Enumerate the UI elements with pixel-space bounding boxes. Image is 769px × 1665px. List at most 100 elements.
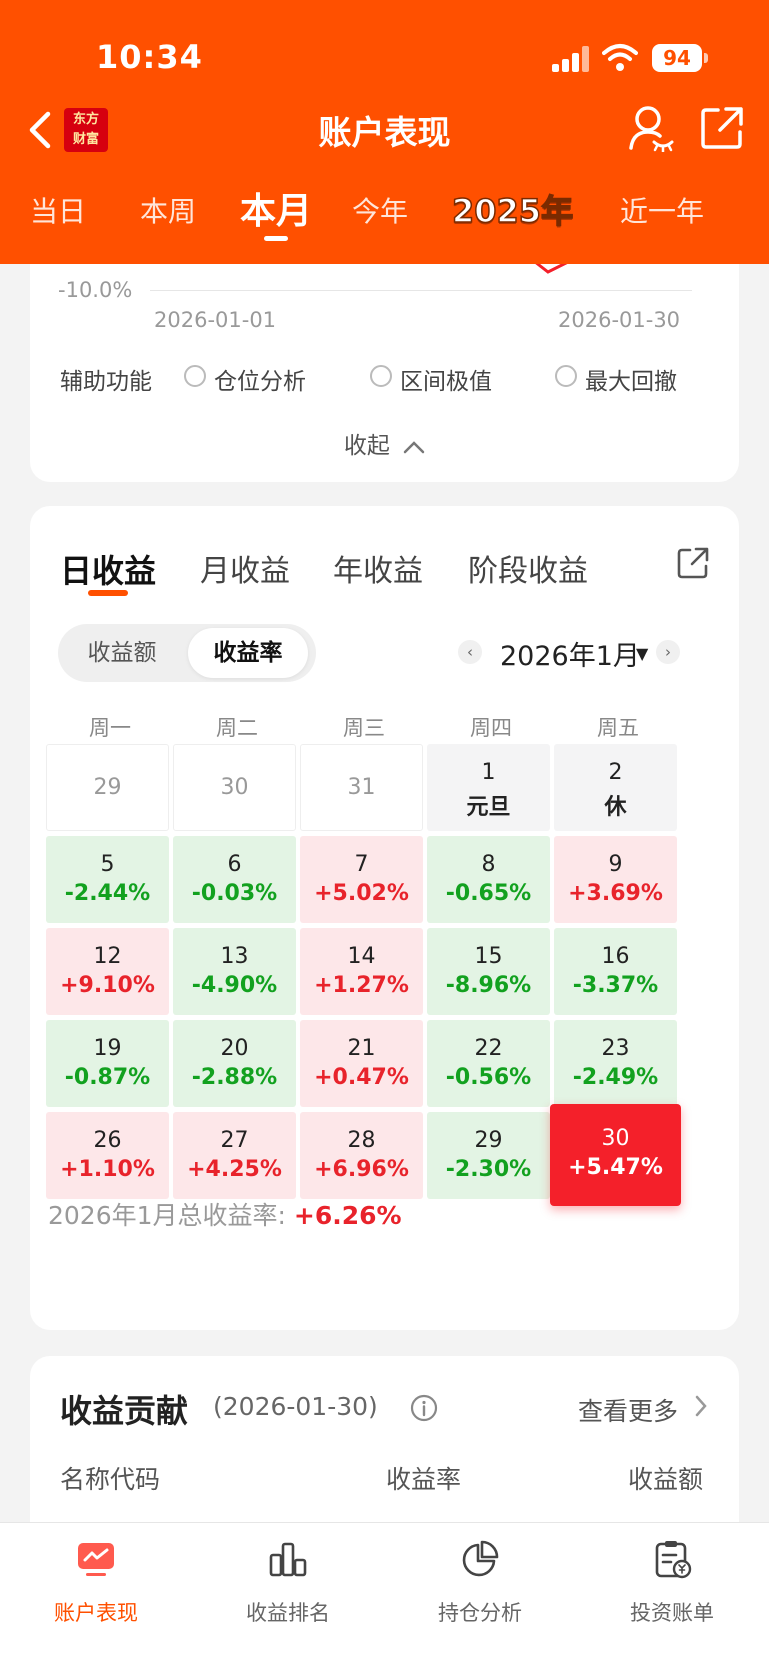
calendar-day-cell[interactable]: 20 -2.88%	[173, 1020, 296, 1107]
option-max-drawdown[interactable]: 最大回撤	[585, 369, 677, 395]
month-selector[interactable]: 2026年1月	[500, 641, 640, 672]
calendar-day-cell[interactable]: 30 +5.47%	[550, 1104, 681, 1206]
caret-down-icon[interactable]: ▼	[636, 644, 649, 663]
day-return-value: +4.25%	[187, 1157, 282, 1182]
weekday-label: 周二	[216, 716, 258, 740]
next-month-button[interactable]: ›	[656, 640, 680, 664]
holiday-label: 元旦	[466, 795, 511, 820]
day-return-value: -0.65%	[445, 881, 532, 906]
weekday-label: 周三	[343, 716, 385, 740]
day-number: 19	[93, 1036, 122, 1061]
column-name-code: 名称代码	[60, 1465, 161, 1494]
calendar-day-cell[interactable]: 13 -4.90%	[173, 928, 296, 1015]
weekday-label: 周四	[470, 716, 512, 740]
logo-text-bottom: 财富	[72, 132, 99, 147]
collapse-button[interactable]: 收起	[30, 426, 739, 460]
toggle-amount[interactable]: 收益额	[87, 640, 157, 666]
calendar-day-cell[interactable]: 14 +1.27%	[300, 928, 423, 1015]
nav-investment-bill[interactable]: 投资账单	[576, 1523, 768, 1665]
tab-monthly-return[interactable]: 月收益	[200, 554, 290, 589]
calendar-day-cell[interactable]: 15 -8.96%	[427, 928, 550, 1015]
tab-this-year[interactable]: 今年	[352, 195, 409, 228]
calendar-day-cell[interactable]: 27 +4.25%	[173, 1112, 296, 1199]
day-return-value: -0.56%	[445, 1065, 532, 1090]
prev-month-button[interactable]: ‹	[458, 640, 482, 664]
x-axis-start: 2026-01-01	[154, 308, 277, 332]
calendar-day-cell[interactable]: 22 -0.56%	[427, 1020, 550, 1107]
day-number: 12	[93, 944, 122, 969]
day-number: 9	[608, 852, 623, 877]
day-return-value: +6.96%	[314, 1157, 409, 1182]
day-return-value: +3.69%	[568, 881, 663, 906]
wifi-icon	[602, 44, 638, 71]
battery-indicator: 94	[652, 44, 702, 72]
contribution-date: (2026-01-30)	[213, 1392, 378, 1421]
export-icon[interactable]	[676, 546, 710, 580]
weekday-label: 周五	[597, 716, 639, 740]
calendar-day-cell[interactable]: 7 +5.02%	[300, 836, 423, 923]
share-icon[interactable]	[700, 106, 744, 150]
chevron-up-icon	[403, 440, 425, 453]
weekday-label: 周一	[89, 716, 131, 740]
nav-holdings-analysis[interactable]: 持仓分析	[384, 1523, 576, 1665]
tab-yearly-return[interactable]: 年收益	[333, 554, 423, 589]
calendar-day-cell[interactable]: 26 +1.10%	[46, 1112, 169, 1199]
info-icon[interactable]	[410, 1394, 438, 1422]
calendar-day-cell[interactable]: 9 +3.69%	[554, 836, 677, 923]
tab-last-year[interactable]: 近一年	[620, 195, 705, 228]
day-number: 26	[93, 1128, 122, 1153]
calendar-day-cell[interactable]: 19 -0.87%	[46, 1020, 169, 1107]
day-return-value: -2.88%	[191, 1065, 278, 1090]
nav-return-ranking[interactable]: 收益排名	[192, 1523, 384, 1665]
tab-this-week[interactable]: 本周	[140, 195, 197, 228]
y-axis-tick: -10.0%	[58, 278, 133, 302]
day-number: 30	[220, 775, 249, 800]
day-number: 30	[601, 1126, 630, 1151]
option-range-extremes[interactable]: 区间极值	[400, 369, 492, 395]
toggle-rate[interactable]: 收益率	[188, 628, 308, 678]
day-return-value: -4.90%	[191, 973, 278, 998]
tab-daily-return[interactable]: 日收益	[60, 552, 157, 590]
calendar-day-cell[interactable]: 1 元旦	[427, 744, 550, 831]
chevron-right-icon[interactable]	[694, 1394, 708, 1418]
radio-range-extremes[interactable]	[370, 365, 392, 387]
calendar-day-cell[interactable]: 21 +0.47%	[300, 1020, 423, 1107]
calendar-day-cell[interactable]: 8 -0.65%	[427, 836, 550, 923]
back-arrow-icon[interactable]	[26, 110, 56, 150]
calendar-day-cell[interactable]: 29 -2.30%	[427, 1112, 550, 1199]
calendar-day-cell[interactable]: 28 +6.96%	[300, 1112, 423, 1199]
tab-2025[interactable]: 2025年	[451, 191, 574, 231]
calendar-day-cell[interactable]: 6 -0.03%	[173, 836, 296, 923]
contribution-title: 收益贡献	[60, 1392, 189, 1430]
day-number: 29	[474, 1128, 503, 1153]
nav-account-performance[interactable]: 账户表现	[0, 1523, 192, 1665]
day-number: 20	[220, 1036, 249, 1061]
period-tabs: 当日 本周 本月 今年 2025年 近一年	[0, 176, 769, 246]
day-number: 23	[601, 1036, 630, 1061]
calendar-day-cell[interactable]: 5 -2.44%	[46, 836, 169, 923]
day-number: 15	[474, 944, 503, 969]
tab-period-return[interactable]: 阶段收益	[468, 554, 588, 589]
day-number: 2	[608, 760, 623, 785]
tab-today[interactable]: 当日	[30, 195, 87, 228]
bill-icon	[655, 1541, 692, 1579]
calendar-day-cell[interactable]: 16 -3.37%	[554, 928, 677, 1015]
view-more-link[interactable]: 查看更多	[578, 1397, 679, 1426]
calendar-day-cell: 29	[46, 744, 169, 831]
day-number: 28	[347, 1128, 376, 1153]
option-position-analysis[interactable]: 仓位分析	[214, 369, 306, 395]
day-return-value: +1.27%	[314, 973, 409, 998]
radio-position-analysis[interactable]	[184, 365, 206, 387]
radio-max-drawdown[interactable]	[555, 365, 577, 387]
calendar-day-cell[interactable]: 23 -2.49%	[554, 1020, 677, 1107]
privacy-person-icon[interactable]	[628, 104, 674, 152]
tab-this-month[interactable]: 本月	[240, 191, 313, 232]
day-number: 16	[601, 944, 630, 969]
day-number: 29	[93, 775, 122, 800]
column-return-amount: 收益额	[628, 1465, 704, 1494]
calendar-day-cell[interactable]: 12 +9.10%	[46, 928, 169, 1015]
page-title: 账户表现	[318, 113, 451, 152]
total-value: +6.26%	[293, 1201, 402, 1230]
battery-tip	[704, 53, 708, 63]
